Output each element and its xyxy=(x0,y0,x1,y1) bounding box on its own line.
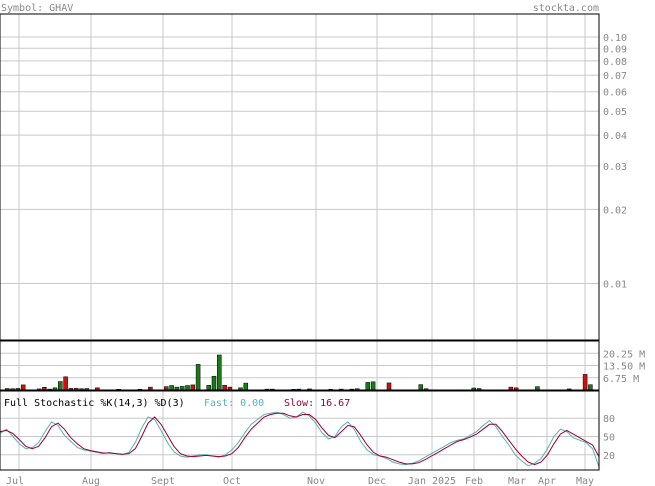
price-gridlines xyxy=(0,14,599,340)
volume-bar xyxy=(370,381,376,391)
volume-bar xyxy=(588,384,593,391)
volume-panel: 20.25 M 13.50 M6.75 M xyxy=(0,340,645,391)
volume-y-tick-label: 20.25 M xyxy=(603,349,645,360)
x-tick-label: Oct xyxy=(223,476,241,486)
x-tick-label: May xyxy=(576,476,594,486)
volume-y-tick-labels: 20.25 M 13.50 M6.75 M xyxy=(603,349,645,385)
volume-bar xyxy=(179,386,185,391)
stochastic-panel-frame xyxy=(0,390,600,471)
price-y-tick-label: 0.03 xyxy=(603,162,627,173)
slow-value-label: Slow: 16.67 xyxy=(284,398,350,409)
volume-panel-frame xyxy=(0,340,600,391)
volume-bar xyxy=(365,382,371,391)
volume-bars xyxy=(5,354,593,391)
stochastic-y-tick-labels: 80 50 20 xyxy=(603,414,615,462)
volume-bar xyxy=(222,385,227,391)
x-tick-label: Apr xyxy=(538,476,556,486)
volume-y-tick-label: 13.50 M xyxy=(603,362,645,373)
volume-bar xyxy=(58,381,63,391)
volume-y-tick-label: 6.75 M xyxy=(603,374,639,385)
price-y-tick-label: 0.06 xyxy=(603,88,627,99)
volume-bar xyxy=(243,382,249,391)
volume-bar xyxy=(20,384,26,391)
x-tick-label: Sept xyxy=(151,476,175,486)
slow-d-line xyxy=(0,412,600,466)
volume-bar xyxy=(185,385,190,391)
stochastic-title: Full Stochastic %K(14,3) %D(3) xyxy=(4,398,185,409)
price-y-tick-label: 0.04 xyxy=(603,131,627,142)
price-panel-frame xyxy=(0,13,600,341)
volume-bar xyxy=(164,386,169,391)
volume-bar xyxy=(418,384,424,391)
stochastic-y-tick-label: 50 xyxy=(603,433,615,444)
volume-bar xyxy=(195,364,201,391)
price-y-tick-labels: 0.100.09 0.08 0.07 0.06 0.05 0.04 0.03 0.02 0.01 xyxy=(603,33,627,290)
stochastic-y-tick-label: 80 xyxy=(603,414,615,425)
volume-bar xyxy=(211,375,217,391)
stochastic-lines xyxy=(0,411,600,468)
fast-k-line xyxy=(0,411,600,468)
volume-bar xyxy=(217,354,222,391)
volume-bar xyxy=(169,385,174,391)
x-tick-label: Dec xyxy=(368,476,386,486)
stochastic-y-tick-label: 20 xyxy=(603,451,615,462)
volume-gridlines xyxy=(0,341,599,390)
x-tick-label: Mar xyxy=(508,476,526,486)
stochastic-panel: 80 50 20 Full Stochastic %K(14,3) %D(3) Fa… xyxy=(0,390,615,471)
volume-bar xyxy=(535,386,540,391)
volume-bar xyxy=(63,376,68,391)
x-tick-label: Jan 2025 xyxy=(408,476,456,486)
price-y-tick-label: 0.09 xyxy=(603,44,627,55)
x-tick-label: Nov xyxy=(307,476,325,486)
price-y-tick-label: 0.07 xyxy=(603,71,627,82)
x-tick-label: Jul xyxy=(6,476,24,486)
site-label[interactable]: stockta.com xyxy=(533,3,599,14)
volume-bar xyxy=(386,382,392,391)
price-y-tick-label: 0.08 xyxy=(603,57,627,68)
price-y-tick-label: 0.10 xyxy=(603,33,627,44)
x-axis-month-labels: Jul Aug Sept Oct Nov Dec Jan 2025 Feb Mar Apr May xyxy=(6,476,594,486)
price-y-tick-label: 0.02 xyxy=(603,205,627,216)
volume-bar xyxy=(190,384,196,391)
fast-value-label: Fast: 0.00 xyxy=(204,398,264,409)
price-y-tick-label: 0.05 xyxy=(603,107,627,118)
price-y-tick-label: 0.01 xyxy=(603,280,627,291)
symbol-label: Symbol: GHAV xyxy=(1,3,73,14)
x-tick-label: Feb xyxy=(465,476,483,486)
price-panel: 0.100.09 0.08 0.07 0.06 0.05 0.04 0.03 0.02 0.01 xyxy=(0,13,627,341)
volume-bar xyxy=(206,385,211,391)
volume-bar xyxy=(582,374,588,391)
x-tick-label: Aug xyxy=(82,476,100,486)
